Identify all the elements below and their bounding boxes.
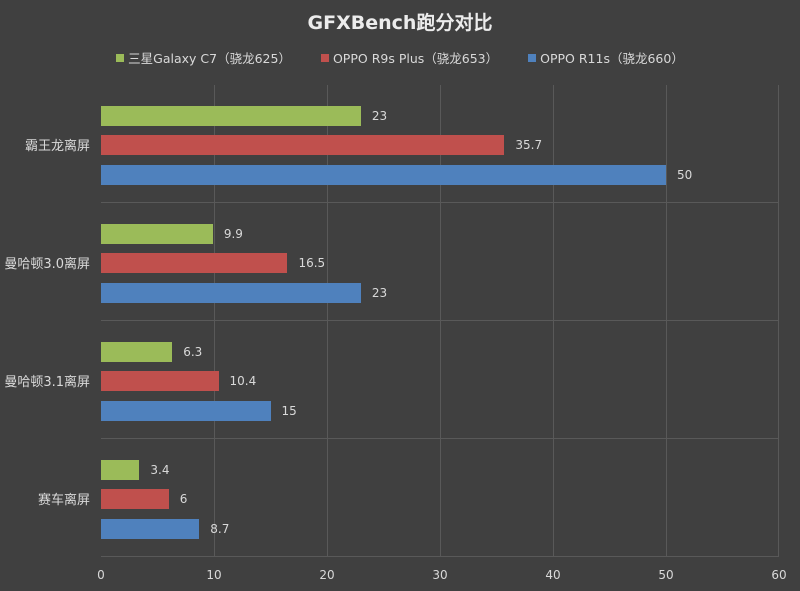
legend-label: OPPO R11s（骁龙660） (540, 51, 684, 66)
bar (101, 135, 505, 155)
legend-label: OPPO R9s Plus（骁龙653） (332, 51, 499, 66)
gridline-horizontal (101, 556, 779, 557)
bar-value-label: 10.4 (229, 374, 257, 388)
bar (101, 489, 169, 509)
category-label: 曼哈顿3.1离屏 (4, 375, 90, 390)
x-tick-label: 30 (432, 568, 448, 582)
gridline-vertical (778, 85, 779, 557)
gridline-vertical (440, 85, 441, 557)
category-label: 赛车离屏 (37, 493, 90, 508)
legend-label: 三星Galaxy C7（骁龙625） (128, 51, 291, 66)
bar (101, 519, 200, 539)
bar (101, 371, 219, 391)
bar-value-label: 35.7 (515, 138, 543, 152)
plot-area: 23 35.7 50 9.9 16.5 23 6.3 10.4 15 3.4 6 8.7 (101, 85, 779, 557)
legend: 三星Galaxy C7（骁龙625） OPPO R9s Plus（骁龙653） … (0, 48, 800, 67)
chart-title: GFXBench跑分对比 (307, 12, 493, 34)
bar-value-label: 50 (677, 168, 693, 182)
bar (101, 253, 288, 273)
x-tick-label: 20 (319, 568, 335, 582)
legend-item-galaxy-c7: 三星Galaxy C7（骁龙625） (116, 48, 291, 67)
x-tick-label: 50 (658, 568, 674, 582)
gridline-horizontal (101, 438, 779, 439)
bar-value-label: 6 (179, 492, 188, 506)
bar (101, 106, 361, 126)
bar-value-label: 16.5 (298, 256, 326, 270)
bar (101, 283, 361, 303)
category-label: 曼哈顿3.0离屏 (4, 257, 90, 272)
x-tick-label: 40 (545, 568, 561, 582)
bar (101, 401, 271, 421)
category-label: 霸王龙离屏 (24, 139, 90, 154)
bar-value-label: 8.7 (210, 522, 230, 536)
bar-value-label: 23 (371, 286, 388, 300)
gridline-horizontal (101, 202, 779, 203)
legend-item-r11s: OPPO R11s（骁龙660） (528, 48, 684, 67)
legend-swatch-green-icon (116, 53, 125, 62)
gridline-vertical (666, 85, 667, 557)
legend-item-r9s-plus: OPPO R9s Plus（骁龙653） (320, 48, 499, 67)
bar-value-label: 23 (371, 109, 388, 123)
x-tick-label: 10 (206, 568, 222, 582)
gridline-horizontal (101, 320, 779, 321)
bar (101, 224, 213, 244)
bar-value-label: 15 (281, 404, 297, 418)
bar (101, 165, 666, 185)
gridline-vertical (553, 85, 554, 557)
legend-swatch-blue-icon (528, 53, 537, 62)
gridline-vertical (214, 85, 215, 557)
bar (101, 460, 140, 480)
x-tick-label: 60 (771, 568, 787, 582)
bar-value-label: 6.3 (183, 345, 203, 359)
bar (101, 342, 173, 362)
bar-value-label: 3.4 (150, 463, 170, 477)
x-tick-label: 0 (97, 568, 105, 582)
legend-swatch-red-icon (320, 53, 329, 62)
bar-value-label: 9.9 (223, 227, 243, 241)
gridline-vertical (327, 85, 328, 557)
